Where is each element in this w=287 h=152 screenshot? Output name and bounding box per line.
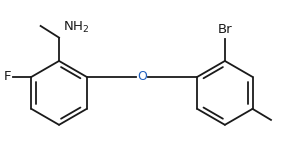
Text: F: F (4, 70, 11, 83)
Text: Br: Br (218, 23, 232, 36)
Text: NH$_2$: NH$_2$ (63, 19, 89, 35)
Text: O: O (137, 70, 147, 83)
